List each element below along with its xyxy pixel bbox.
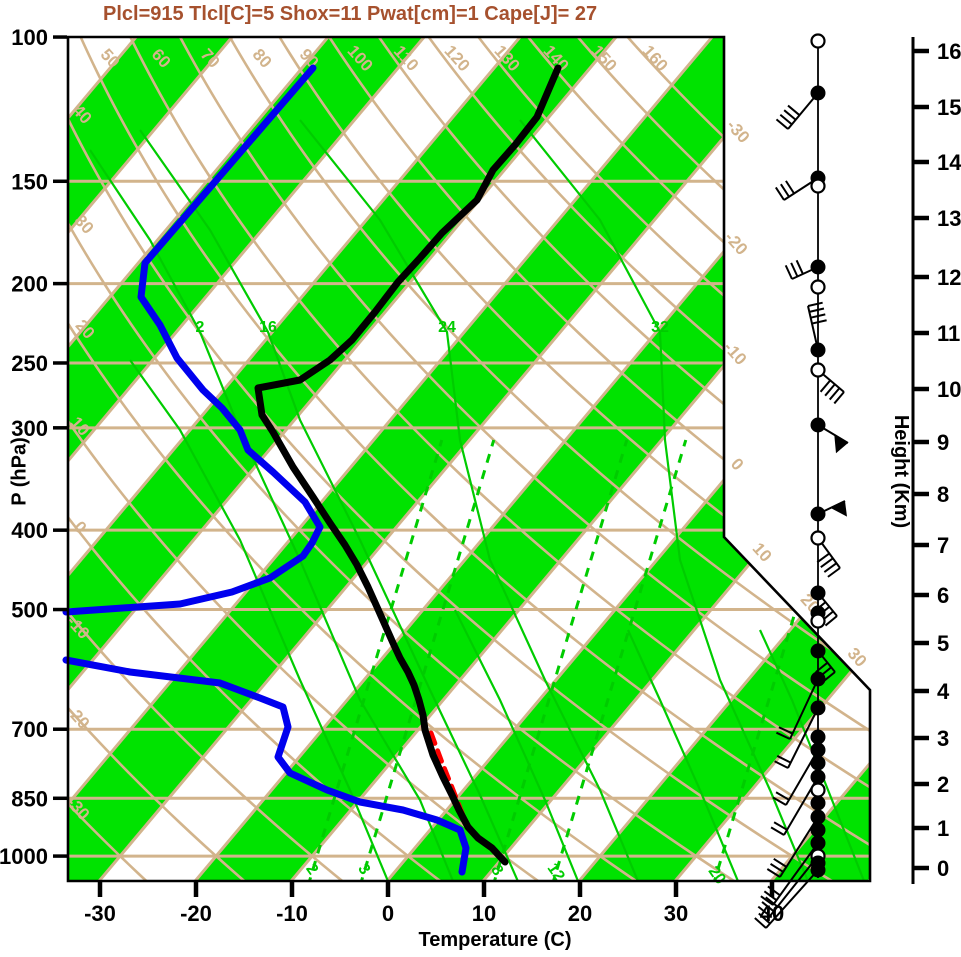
svg-text:500: 500 <box>11 598 48 623</box>
svg-text:10: 10 <box>472 901 496 926</box>
svg-text:14: 14 <box>937 150 961 175</box>
svg-text:1000: 1000 <box>0 844 48 869</box>
moist-adiabat-lines <box>89 119 868 881</box>
svg-text:8: 8 <box>937 482 949 507</box>
svg-text:24: 24 <box>438 319 456 336</box>
svg-text:12: 12 <box>937 265 961 290</box>
svg-text:11: 11 <box>937 321 960 346</box>
svg-text:7: 7 <box>937 533 949 558</box>
svg-text:20: 20 <box>568 901 592 926</box>
temperature-axis: -30-20-10010203040 <box>84 882 784 926</box>
svg-text:-30: -30 <box>84 901 116 926</box>
svg-text:0: 0 <box>937 856 949 881</box>
svg-text:0: 0 <box>382 901 394 926</box>
svg-text:160: 160 <box>639 41 672 75</box>
plot-frame <box>66 35 872 883</box>
svg-text:1: 1 <box>937 816 949 841</box>
svg-text:3: 3 <box>354 861 373 878</box>
svg-text:6: 6 <box>937 583 949 608</box>
svg-text:4: 4 <box>937 679 950 704</box>
svg-text:10: 10 <box>937 377 961 402</box>
svg-text:2: 2 <box>196 319 205 336</box>
svg-text:250: 250 <box>11 351 48 376</box>
svg-text:-10: -10 <box>276 901 308 926</box>
svg-text:150: 150 <box>11 169 48 194</box>
svg-text:13: 13 <box>937 206 961 231</box>
temperature-curve <box>254 64 562 866</box>
svg-text:-20: -20 <box>180 901 212 926</box>
svg-text:16: 16 <box>259 319 277 336</box>
dewpoint-curve <box>62 64 470 876</box>
svg-text:100: 100 <box>11 25 48 50</box>
pressure-axis: 100 150 200 250 300 400 500 700 850 1000 <box>0 25 67 869</box>
height-axis-title: Height (Km) <box>890 414 912 529</box>
pressure-axis-title: P (hPa) <box>8 437 31 506</box>
chart-title: Plcl=915 Tlcl[C]=5 Shox=11 Pwat[cm]=1 Ca… <box>103 3 598 25</box>
svg-text:120: 120 <box>441 41 474 75</box>
svg-text:9: 9 <box>937 430 949 455</box>
svg-text:20: 20 <box>705 863 729 887</box>
svg-text:300: 300 <box>11 416 48 441</box>
svg-text:16: 16 <box>937 39 961 64</box>
svg-text:0: 0 <box>727 454 747 474</box>
svg-text:15: 15 <box>937 95 961 120</box>
svg-text:80: 80 <box>249 45 276 72</box>
svg-text:10: 10 <box>749 539 776 566</box>
svg-text:700: 700 <box>11 717 48 742</box>
svg-text:5: 5 <box>937 631 949 656</box>
svg-text:3: 3 <box>937 726 949 751</box>
svg-text:400: 400 <box>11 518 48 543</box>
svg-text:32: 32 <box>651 319 669 336</box>
svg-text:200: 200 <box>11 272 48 297</box>
svg-text:2: 2 <box>937 772 949 797</box>
svg-text:-30: -30 <box>723 116 754 147</box>
svg-text:-20: -20 <box>721 228 752 259</box>
svg-text:30: 30 <box>664 901 688 926</box>
svg-text:850: 850 <box>11 786 48 811</box>
temperature-axis-title: Temperature (C) <box>418 929 572 951</box>
wind-barbs <box>754 33 849 929</box>
